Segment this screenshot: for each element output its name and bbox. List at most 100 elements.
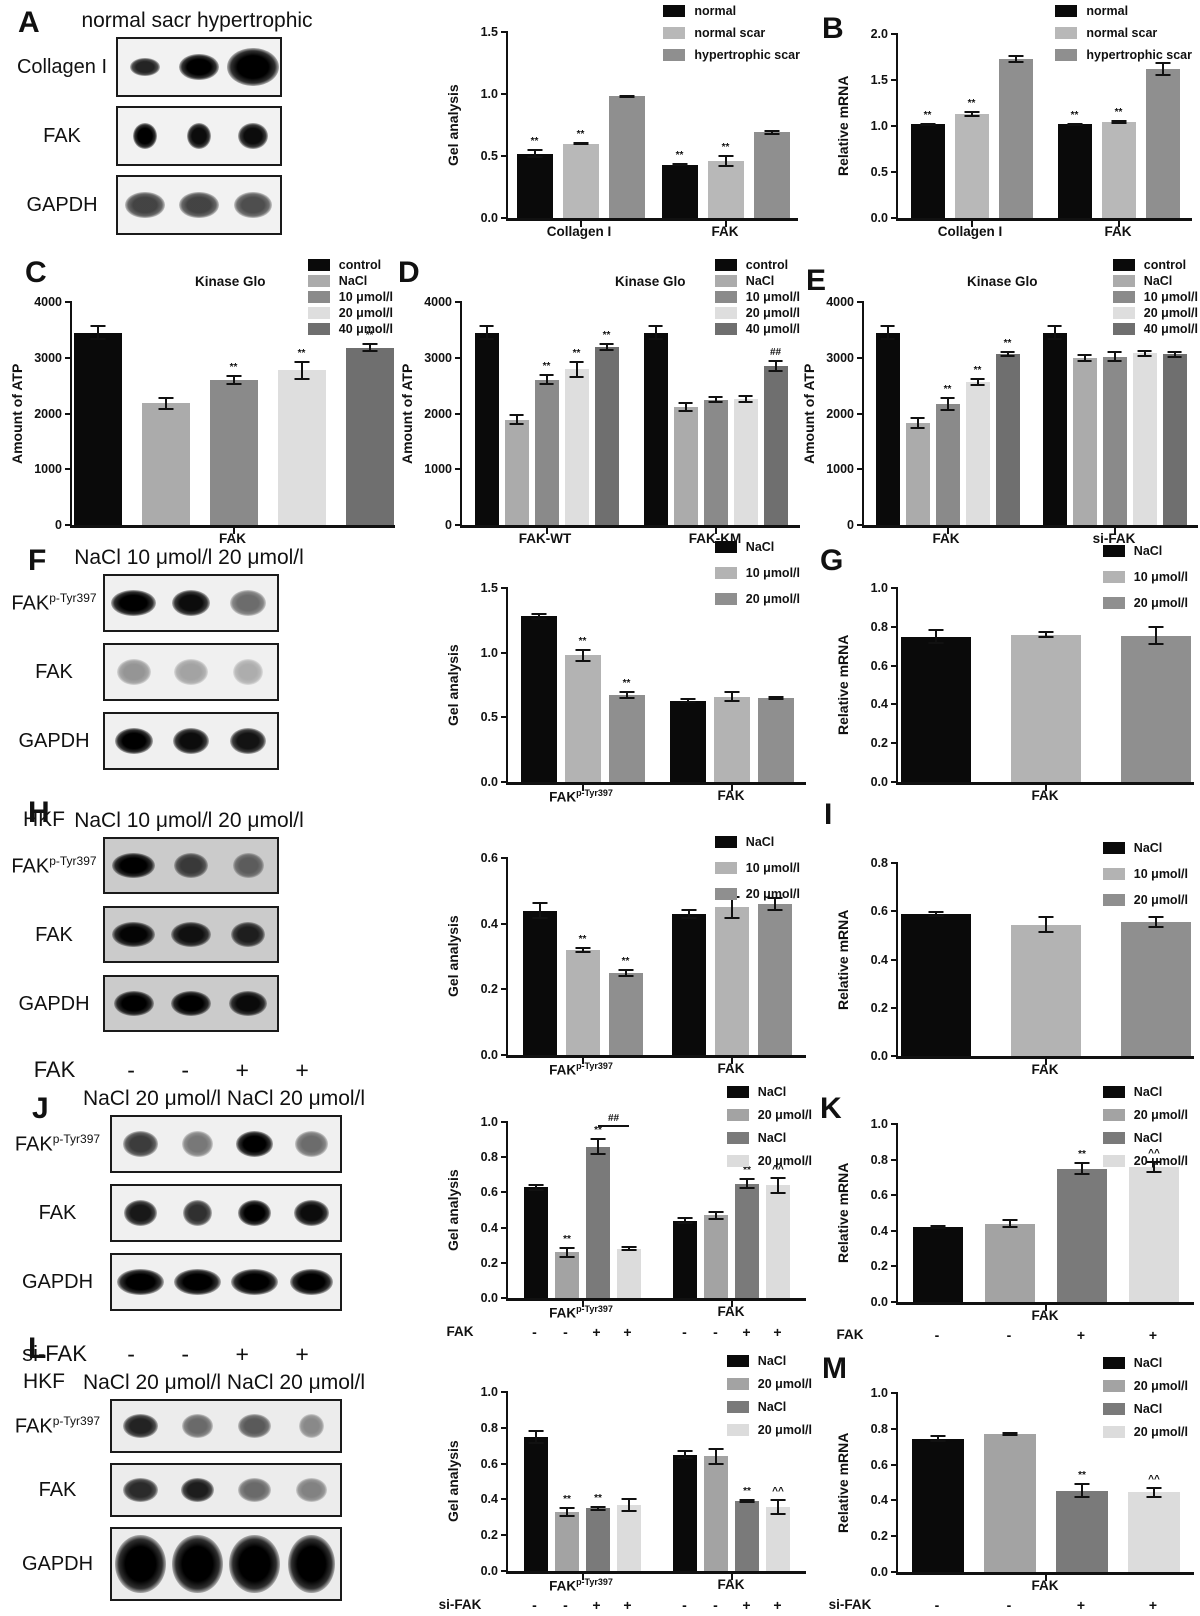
- error-bar: [485, 325, 488, 340]
- y-tick: [455, 412, 462, 415]
- blot-membrane: [116, 106, 282, 166]
- legend-swatch-icon: [1102, 1155, 1125, 1167]
- protein-band: [237, 1414, 272, 1439]
- bar-wrapper: [1072, 302, 1097, 525]
- x-category-label: FAK-WT: [518, 531, 572, 546]
- legend-swatch-icon: [307, 291, 330, 303]
- legend-item: NaCl: [1102, 1356, 1188, 1370]
- error-bar: [164, 397, 167, 410]
- error-bar: [773, 897, 776, 911]
- bar: [673, 1454, 697, 1571]
- error-bar: [1014, 55, 1017, 63]
- bar: [995, 353, 1020, 525]
- bar: [1129, 1166, 1179, 1302]
- bar: [594, 347, 619, 525]
- y-tick: [65, 356, 72, 359]
- protein-band: [288, 1535, 335, 1593]
- protein-band: [231, 1269, 278, 1296]
- legend-label: 20 μmol/l: [338, 306, 393, 320]
- x-tick: [581, 785, 584, 791]
- legend-item: 20 μmol/l: [714, 306, 800, 320]
- legend-swatch-icon: [1102, 1132, 1125, 1144]
- blot-membrane: [103, 975, 279, 1032]
- y-tick-label: 1.0: [870, 119, 888, 133]
- panel-j-chart: NaCl 20 μmol/l NaCl 20 μmol/l Gel analysis 0.…: [445, 1085, 812, 1341]
- chart-title: Kinase Glo: [967, 274, 1038, 289]
- error-bar: [654, 325, 657, 340]
- bar-wrapper: [733, 302, 758, 525]
- protein-band: [233, 852, 264, 879]
- protein-band: [174, 659, 208, 685]
- error-bar: [624, 968, 627, 977]
- condition-symbol: -: [682, 1597, 687, 1614]
- y-tick: [501, 1226, 508, 1229]
- error-bar: [770, 129, 773, 135]
- y-tick: [891, 1055, 898, 1057]
- condition-symbol: +: [623, 1324, 632, 1341]
- y-tick-label: 0.4: [870, 952, 888, 967]
- legend-item: 20 μmol/l: [726, 1423, 812, 1437]
- blot-lane: [226, 1255, 283, 1309]
- legend-swatch-icon: [1102, 868, 1125, 880]
- condition-symbol: +: [1076, 1326, 1086, 1343]
- bar: [277, 370, 326, 525]
- condition-symbol: -: [934, 1326, 940, 1343]
- significance-label: **: [1070, 109, 1079, 121]
- blot-row: GAPDH: [5, 1253, 350, 1312]
- protein-band: [182, 1131, 213, 1158]
- significance-label: **: [542, 361, 551, 373]
- y-tick-label: 0.8: [870, 1421, 888, 1436]
- panel-letter-i: I: [824, 798, 833, 831]
- legend-item: 10 μmol/l: [1102, 867, 1188, 881]
- bar-wrapper: **: [910, 34, 945, 218]
- y-tick: [501, 1570, 508, 1572]
- y-tick: [891, 1499, 898, 1502]
- y-tick: [501, 93, 508, 96]
- blot-lane: [112, 1401, 169, 1451]
- y-tick-label: 0: [445, 518, 452, 532]
- y-axis-label: Relative mRNA: [835, 909, 851, 1010]
- condition-symbol: +: [773, 1324, 782, 1341]
- blot-lane: [283, 1529, 340, 1599]
- bar-wrapper: [713, 588, 750, 782]
- y-tick-label: 1.0: [480, 1385, 498, 1399]
- protein-band: [112, 852, 155, 879]
- x-category-label: Collagen I: [546, 224, 612, 239]
- y-tick-label: 0.2: [480, 1528, 498, 1543]
- legend-label: 20 μmol/l: [745, 306, 800, 320]
- protein-band: [172, 1535, 223, 1593]
- x-category-label: FAK: [717, 1061, 745, 1076]
- y-tick: [891, 1463, 898, 1466]
- error-bar: [1009, 1432, 1011, 1437]
- legend-label: 20 μmol/l: [1133, 1379, 1188, 1393]
- error-bar: [935, 910, 937, 917]
- x-category-label: FAK: [711, 224, 739, 239]
- y-tick: [501, 1261, 508, 1264]
- x-tick: [714, 528, 717, 534]
- panel-letter-j: J: [32, 1092, 49, 1125]
- y-tick: [891, 1194, 898, 1197]
- protein-band: [234, 191, 272, 219]
- x-tick: [1113, 528, 1116, 534]
- y-tick: [891, 625, 898, 628]
- y-tick-label: 0.6: [870, 658, 888, 673]
- x-tick: [581, 1058, 584, 1064]
- condition-symbol: +: [742, 1597, 751, 1614]
- significance-label: ##: [769, 346, 782, 358]
- protein-band: [122, 1131, 159, 1158]
- error-bar: [515, 414, 518, 426]
- legend-label: 20 μmol/l: [1133, 1425, 1188, 1439]
- y-tick-label: 0.6: [480, 1185, 498, 1200]
- blot-row: GAPDH: [5, 1527, 350, 1602]
- protein-band: [233, 659, 264, 685]
- legend-label: NaCl: [745, 274, 775, 288]
- bar-wrapper: ^^: [766, 1392, 790, 1571]
- y-tick-label: 3000: [34, 350, 62, 365]
- error-bar: [715, 1210, 717, 1220]
- bar-wrapper: [673, 302, 698, 525]
- blot-lane: [105, 839, 162, 892]
- significance-label: ^^: [772, 1163, 784, 1175]
- y-axis-label: Amount of ATP: [399, 363, 415, 464]
- protein-band: [174, 1269, 221, 1296]
